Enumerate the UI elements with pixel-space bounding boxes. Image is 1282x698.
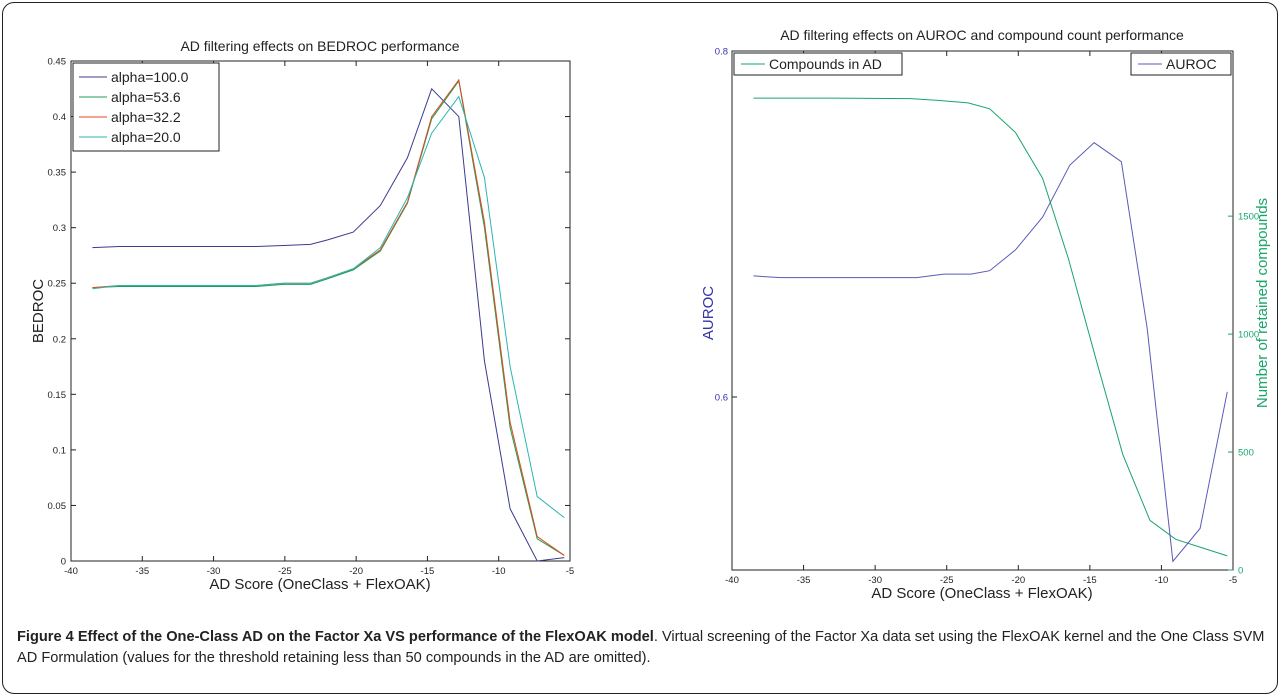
legend-auroc: AUROC <box>1130 52 1232 76</box>
y-tick-label: 0.8 <box>715 47 728 58</box>
x-tick-label: -15 <box>1083 575 1097 586</box>
x-axis-label: AD Score (OneClass + FlexOAK) <box>209 576 430 593</box>
legend-label: alpha=20.0 <box>111 129 181 145</box>
x-tick-label: -25 <box>940 575 954 586</box>
x-tick-label: -5 <box>566 566 574 577</box>
legend-box <box>1130 52 1232 76</box>
legend-label: alpha=32.2 <box>111 109 181 125</box>
y-tick-label: 0.25 <box>48 279 67 290</box>
x-tick-label: -40 <box>64 566 78 577</box>
x-tick-label: -10 <box>1155 575 1169 586</box>
x-tick-label: -25 <box>278 566 292 577</box>
y-tick-label: 0.05 <box>48 501 67 512</box>
x-tick-label: -30 <box>868 575 882 586</box>
auroc-chart: AD filtering effects on AUROC and compou… <box>700 27 1271 602</box>
x-tick-label: -10 <box>492 566 506 577</box>
series-line-AUROC <box>753 142 1228 563</box>
x-tick-label: -20 <box>349 566 363 577</box>
secondary-y-axis-label: Number of retained compounds <box>1254 198 1271 408</box>
y-tick-label: 0 <box>61 557 66 568</box>
chart-title: AD filtering effects on AUROC and compou… <box>780 27 1184 43</box>
y-tick-label: 0.2 <box>53 334 66 345</box>
x-tick-label: -20 <box>1011 575 1025 586</box>
legend-box <box>72 62 220 152</box>
plot-area <box>70 60 571 562</box>
x-tick-label: -35 <box>135 566 149 577</box>
y2-tick-label: 1000 <box>1238 330 1259 341</box>
legend-label: Compounds in AD <box>769 56 882 72</box>
y-tick-label: 0.45 <box>48 57 67 68</box>
x-axis-label: AD Score (OneClass + FlexOAK) <box>871 585 1092 602</box>
y-axis-label: BEDROC <box>30 279 47 343</box>
x-tick-label: -15 <box>421 566 435 577</box>
chart-title: AD filtering effects on BEDROC performan… <box>180 38 459 54</box>
legend-label: AUROC <box>1166 56 1217 72</box>
y-tick-label: 0.4 <box>53 112 66 123</box>
bedroc-chart: AD filtering effects on BEDROC performan… <box>30 38 574 593</box>
x-tick-label: -30 <box>207 566 221 577</box>
series-line-Compounds in AD <box>753 97 1228 557</box>
y-tick-label: 0.1 <box>53 445 66 456</box>
x-tick-label: -5 <box>1229 575 1237 586</box>
series-line-alpha=53.6 <box>92 79 565 556</box>
y-tick-label: 0.3 <box>53 223 66 234</box>
legend-label: alpha=100.0 <box>111 69 189 85</box>
legend-label: alpha=53.6 <box>111 89 181 105</box>
legend: alpha=100.0 alpha=53.6 alpha=32.2 alpha=20.… <box>72 62 220 152</box>
y-axis-label: AUROC <box>700 286 717 340</box>
y-tick-label: 0.15 <box>48 390 67 401</box>
y2-tick-label: 1500 <box>1238 212 1259 223</box>
caption-lead: Figure 4 Effect of the One-Class AD on t… <box>17 629 654 645</box>
caption-body: . Virtual screening of the Factor Xa dat… <box>17 629 1265 666</box>
y2-tick-label: 0 <box>1238 566 1243 577</box>
legend-box <box>733 52 903 76</box>
y-tick-label: 0.35 <box>48 168 67 179</box>
plot-area <box>731 50 1234 571</box>
series-line-alpha=20.0 <box>92 95 565 519</box>
x-tick-label: -40 <box>725 575 739 586</box>
series-line-alpha=100.0 <box>92 87 565 562</box>
legend-compounds: Compounds in AD <box>733 52 903 76</box>
x-tick-label: -35 <box>797 575 811 586</box>
figure-caption: Figure 4 Effect of the One-Class AD on t… <box>17 627 1272 669</box>
y-tick-label: 0.6 <box>715 393 728 404</box>
y2-tick-label: 500 <box>1238 448 1254 459</box>
